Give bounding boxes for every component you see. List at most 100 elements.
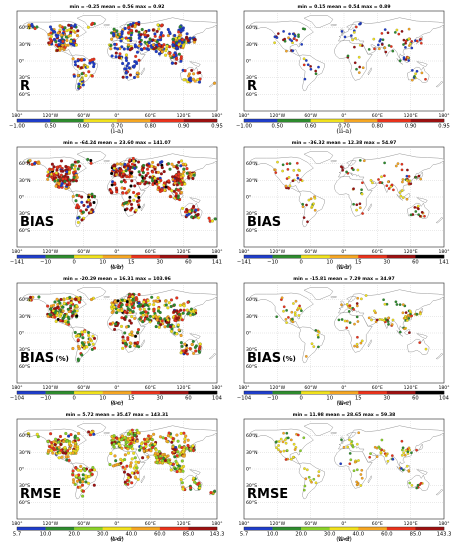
station-point	[76, 167, 80, 171]
station-point	[155, 40, 159, 44]
station-point	[193, 345, 197, 349]
station-point	[291, 32, 295, 36]
lon-tick-label: 60°E	[145, 521, 156, 527]
station-point	[408, 448, 412, 452]
continent-outline	[189, 197, 201, 203]
station-point	[68, 447, 72, 451]
station-point	[57, 456, 61, 460]
lon-tick-label: 60°E	[372, 385, 383, 391]
station-point	[168, 51, 172, 55]
station-point	[274, 171, 278, 174]
station-point	[73, 482, 77, 486]
station-point	[151, 28, 155, 32]
station-point	[47, 448, 51, 453]
station-point	[84, 474, 88, 478]
lat-tick-label: 60°S	[19, 500, 30, 506]
station-point	[185, 352, 189, 356]
station-point	[361, 212, 364, 215]
station-point	[170, 329, 174, 333]
colorbar-tick-label: 0	[72, 396, 75, 402]
station-point	[181, 311, 185, 315]
panel-i-b: min = -64.24 mean = 23.60 max = 141.07 60…	[10, 140, 223, 271]
continent-outline	[140, 67, 146, 76]
station-point	[385, 453, 388, 456]
colorbar-tick-label: 141	[212, 260, 222, 266]
colorbar-segment	[358, 391, 388, 395]
station-point	[92, 65, 96, 69]
station-point	[345, 326, 349, 330]
station-point	[71, 440, 75, 444]
station-point	[168, 325, 173, 329]
station-point	[136, 304, 140, 308]
station-point	[66, 320, 70, 324]
station-point	[126, 38, 130, 42]
station-point	[49, 432, 53, 436]
continent-outline	[140, 475, 146, 484]
station-point	[165, 320, 169, 324]
station-point	[309, 65, 312, 68]
station-point	[277, 444, 280, 447]
station-point	[147, 41, 151, 45]
station-point	[183, 440, 187, 444]
station-point	[115, 162, 119, 166]
station-point	[406, 168, 409, 172]
continent-outline	[416, 443, 424, 452]
continent-outline	[298, 190, 325, 228]
station-point	[91, 466, 95, 470]
station-point	[182, 349, 186, 353]
station-point	[418, 341, 422, 344]
station-point	[119, 39, 123, 43]
station-point	[63, 179, 67, 183]
lat-tick-label: 30°N	[19, 450, 31, 456]
continent-outline	[435, 217, 444, 224]
station-point	[118, 167, 123, 171]
station-point	[91, 21, 95, 25]
station-point	[293, 448, 297, 451]
station-point	[398, 59, 402, 63]
station-point	[189, 174, 193, 178]
station-point	[402, 38, 406, 42]
lon-tick-label: 120°W	[43, 113, 59, 119]
station-point	[86, 205, 90, 209]
colorbar-frame	[16, 390, 218, 395]
station-point	[349, 34, 353, 37]
continent-outline	[416, 333, 428, 339]
station-point	[49, 34, 53, 39]
station-point	[192, 38, 197, 42]
station-point	[391, 318, 395, 322]
station-point	[121, 335, 125, 339]
station-point	[190, 215, 194, 219]
colorbar-tick-label: 20.0	[295, 532, 307, 538]
station-point	[286, 168, 290, 171]
station-point	[180, 466, 184, 470]
station-point	[133, 433, 137, 437]
station-point	[407, 59, 411, 62]
station-point	[167, 179, 171, 183]
station-point	[400, 189, 404, 192]
station-point	[277, 448, 280, 452]
station-point	[348, 304, 352, 307]
station-point	[355, 67, 358, 71]
station-point	[135, 61, 139, 66]
station-point	[310, 205, 314, 208]
station-point	[192, 40, 196, 44]
station-point	[146, 299, 150, 303]
station-point	[120, 437, 124, 442]
colorbar-segment	[117, 119, 151, 123]
station-point	[379, 38, 382, 41]
continent-outline	[298, 54, 325, 92]
lon-tick-label: 120°E	[177, 249, 191, 255]
station-point	[340, 438, 343, 442]
colorbar-tick-label: 30.0	[324, 532, 336, 538]
continent-outline	[338, 289, 444, 333]
station-point	[77, 334, 81, 338]
station-point	[193, 480, 197, 484]
stats-label: min = -36.32 mean = 12.38 max = 54.97	[292, 140, 397, 146]
station-point	[123, 180, 127, 184]
station-point	[92, 195, 96, 199]
station-point	[179, 333, 183, 338]
station-point	[180, 459, 184, 463]
station-point	[137, 205, 141, 209]
station-point	[128, 341, 132, 345]
station-point	[157, 27, 161, 31]
